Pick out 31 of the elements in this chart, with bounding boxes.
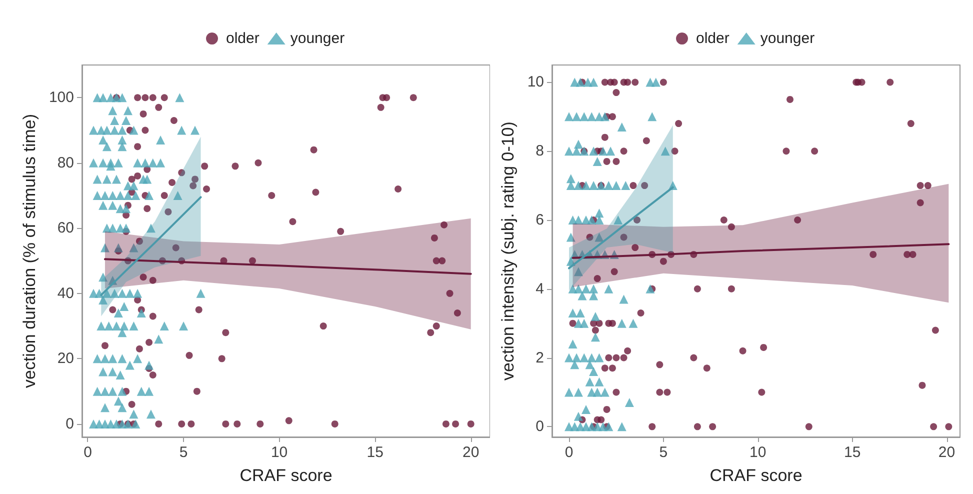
line-series bbox=[104, 258, 472, 275]
y-tick-label: 80 bbox=[57, 154, 74, 172]
legend-label: younger bbox=[760, 30, 815, 47]
y-tick-label: 10 bbox=[527, 74, 544, 91]
x-tick-label: 10 bbox=[750, 444, 766, 461]
y-tick-label: 6 bbox=[536, 212, 544, 228]
y-tick-label: 4 bbox=[536, 280, 544, 298]
x-tick-label: 15 bbox=[366, 444, 384, 461]
x-tick-label: 15 bbox=[844, 444, 861, 461]
x-tick-label: 0 bbox=[84, 444, 92, 461]
legend-label: older bbox=[696, 30, 730, 47]
legend-label: older bbox=[226, 30, 260, 47]
x-axis-title: CRAF score bbox=[240, 466, 332, 485]
y-tick-label: 2 bbox=[536, 349, 544, 366]
y-tick-label: 0 bbox=[536, 418, 544, 436]
x-tick-label: 5 bbox=[179, 444, 188, 461]
y-axis-title: vection duration (% of stimulus time) bbox=[20, 114, 39, 388]
y-tick-label: 8 bbox=[536, 142, 544, 160]
x-tick-label: 0 bbox=[564, 444, 574, 461]
y-tick-label: 100 bbox=[48, 89, 74, 106]
x-tick-label: 20 bbox=[938, 444, 956, 461]
legend-label: younger bbox=[290, 30, 345, 47]
x-tick-label: 10 bbox=[270, 444, 288, 461]
x-axis-title: CRAF score bbox=[710, 466, 802, 485]
y-tick-label: 0 bbox=[66, 415, 74, 432]
x-tick-label: 20 bbox=[462, 444, 480, 461]
y-tick-label: 40 bbox=[57, 284, 74, 302]
y-axis-title: vection intensity (subj. rating 0-10) bbox=[498, 122, 518, 380]
x-tick-label: 5 bbox=[659, 444, 668, 461]
y-tick-label: 20 bbox=[57, 350, 74, 368]
y-tick-label: 60 bbox=[57, 220, 74, 237]
